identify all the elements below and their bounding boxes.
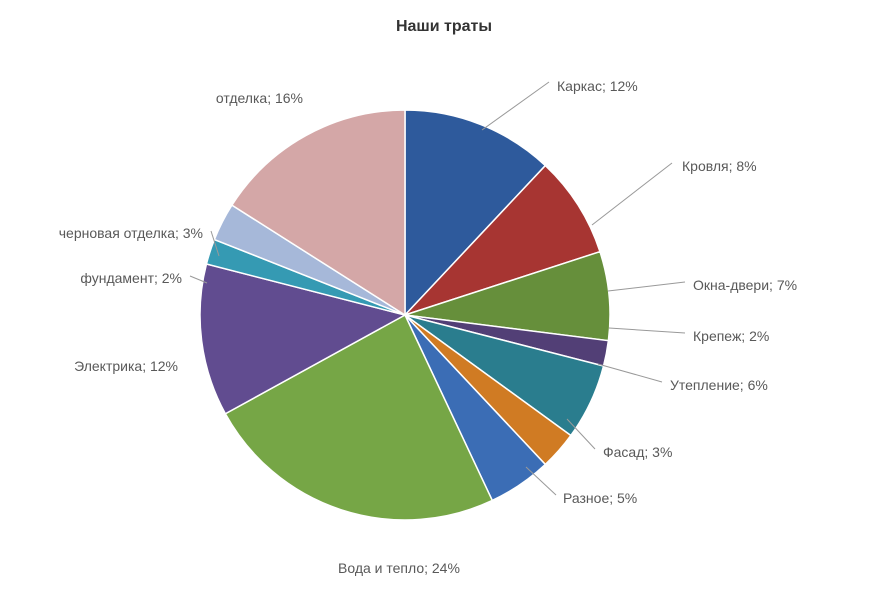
slice-label: Каркас; 12% [557,78,638,94]
slice-label: Электрика; 12% [74,358,178,374]
pie-svg [0,0,888,606]
slice-label: Утепление; 6% [670,377,768,393]
slice-label: Крепеж; 2% [693,328,769,344]
pie-chart-container: Наши траты Каркас; 12%Кровля; 8%Окна-две… [0,0,888,606]
slice-label: фундамент; 2% [80,270,182,286]
slice-label: отделка; 16% [216,90,303,106]
slice-label: Окна-двери; 7% [693,277,797,293]
slice-label: Кровля; 8% [682,158,757,174]
slice-label: Фасад; 3% [603,444,672,460]
slice-label: черновая отделка; 3% [59,225,203,241]
slice-label: Вода и тепло; 24% [338,560,460,576]
slice-label: Разное; 5% [563,490,637,506]
